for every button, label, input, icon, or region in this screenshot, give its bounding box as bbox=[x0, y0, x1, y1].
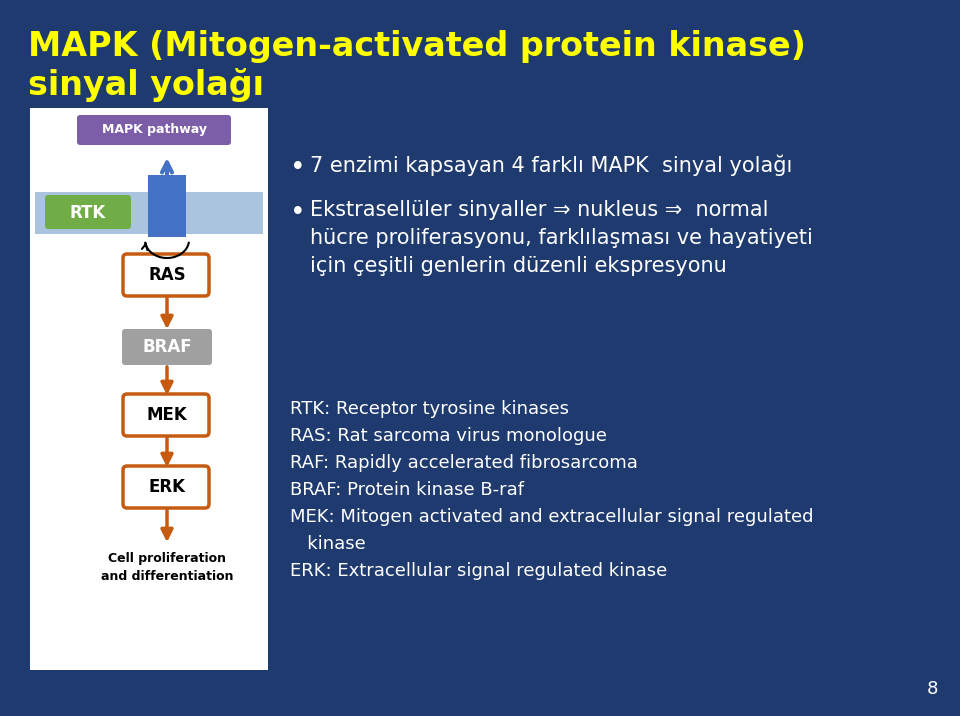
Text: 8: 8 bbox=[926, 680, 938, 698]
Text: hücre proliferasyonu, farklılaşması ve hayatiyeti: hücre proliferasyonu, farklılaşması ve h… bbox=[310, 228, 813, 248]
Text: için çeşitli genlerin düzenli ekspresyonu: için çeşitli genlerin düzenli ekspresyon… bbox=[310, 256, 727, 276]
Text: •: • bbox=[290, 155, 305, 181]
Text: RAS: RAS bbox=[148, 266, 186, 284]
Text: MEK: Mitogen activated and extracellular signal regulated: MEK: Mitogen activated and extracellular… bbox=[290, 508, 813, 526]
FancyBboxPatch shape bbox=[45, 195, 131, 229]
Bar bbox=[30, 108, 268, 670]
Text: 7 enzimi kapsayan 4 farklı MAPK  sinyal yolağı: 7 enzimi kapsayan 4 farklı MAPK sinyal y… bbox=[310, 155, 792, 177]
FancyBboxPatch shape bbox=[123, 254, 209, 296]
Text: RTK: Receptor tyrosine kinases: RTK: Receptor tyrosine kinases bbox=[290, 400, 569, 418]
Text: Cell proliferation: Cell proliferation bbox=[108, 552, 226, 565]
Text: MAPK (Mitogen-activated protein kinase): MAPK (Mitogen-activated protein kinase) bbox=[28, 30, 805, 63]
Text: kinase: kinase bbox=[290, 535, 366, 553]
Text: sinyal yolağı: sinyal yolağı bbox=[28, 68, 264, 102]
Text: RAS: Rat sarcoma virus monologue: RAS: Rat sarcoma virus monologue bbox=[290, 427, 607, 445]
Text: ERK: ERK bbox=[149, 478, 185, 496]
Bar bbox=[148, 175, 186, 237]
Text: •: • bbox=[290, 200, 305, 226]
Text: BRAF: Protein kinase B-raf: BRAF: Protein kinase B-raf bbox=[290, 481, 524, 499]
Text: MAPK pathway: MAPK pathway bbox=[102, 123, 206, 137]
FancyBboxPatch shape bbox=[123, 394, 209, 436]
Text: and differentiation: and differentiation bbox=[101, 570, 233, 583]
Text: ERK: Extracellular signal regulated kinase: ERK: Extracellular signal regulated kina… bbox=[290, 562, 667, 580]
Text: RAF: Rapidly accelerated fibrosarcoma: RAF: Rapidly accelerated fibrosarcoma bbox=[290, 454, 637, 472]
FancyBboxPatch shape bbox=[77, 115, 231, 145]
FancyBboxPatch shape bbox=[123, 466, 209, 508]
Text: BRAF: BRAF bbox=[142, 338, 192, 356]
Text: RTK: RTK bbox=[70, 204, 107, 222]
Bar bbox=[35, 192, 263, 234]
Text: MEK: MEK bbox=[147, 406, 187, 424]
FancyBboxPatch shape bbox=[122, 329, 212, 365]
Text: Ekstrasellüler sinyaller ⇒ nukleus ⇒  normal: Ekstrasellüler sinyaller ⇒ nukleus ⇒ nor… bbox=[310, 200, 769, 220]
